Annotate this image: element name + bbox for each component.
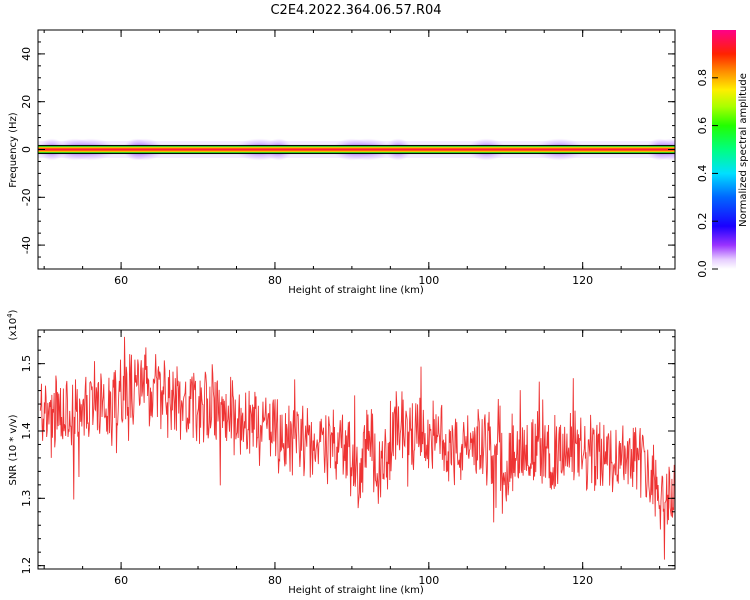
snr-ytick-label: 1.3 <box>20 490 33 508</box>
snr-scale-factor: (x104) <box>6 309 19 340</box>
snr-xtick-label: 60 <box>114 574 128 587</box>
spectrogram-ytick-label: -20 <box>20 188 33 206</box>
snr-ytick-label: 1.2 <box>20 557 33 575</box>
snr-xtick-label: 80 <box>268 574 282 587</box>
colorbar-tick-label: 0.6 <box>696 117 709 135</box>
spectrogram-panel: 60 80 100 120 -40 -20 0 20 40 Height of straight… <box>8 29 676 296</box>
snr-scale-close: ) <box>8 309 19 313</box>
snr-frame <box>37 329 676 570</box>
spectrogram-ytick-label: 20 <box>20 95 33 109</box>
colorbar-tick-label: 0.2 <box>696 212 709 230</box>
colorbar-tick-label: 0.0 <box>696 260 709 278</box>
colorbar: 0.0 0.2 0.4 0.6 0.8 Normalized spectral ampl… <box>696 30 749 278</box>
snr-x-label: Height of straight line (km) <box>288 585 424 596</box>
snr-ytick-label: 1.5 <box>20 355 33 373</box>
spectrogram-xtick-label: 100 <box>418 274 439 287</box>
snr-ytick-label: 1.4 <box>20 422 33 440</box>
snr-ticks: 60 80 100 120 1.2 1.3 1.4 1.5 <box>20 330 675 587</box>
snr-xtick-label: 120 <box>572 574 593 587</box>
snr-y-label: SNR (10 * v/v) <box>8 414 19 485</box>
spectrogram-xtick-label: 80 <box>268 274 282 287</box>
spectrogram-plot-area <box>38 138 675 161</box>
spectrogram-y-label: Frequency (Hz) <box>8 112 19 188</box>
spectrogram-xtick-label: 120 <box>572 274 593 287</box>
spectrogram-ytick-label: -40 <box>20 236 33 254</box>
colorbar-gradient <box>712 30 736 269</box>
snr-scale-exponent: 4 <box>6 313 14 318</box>
spectrogram-xtick-label: 60 <box>114 274 128 287</box>
spectrogram-band <box>38 148 675 151</box>
snr-panel: 60 80 100 120 1.2 1.3 1.4 1.5 Height of straigh… <box>6 309 676 596</box>
figure-title: C2E4.2022.364.06.57.R04 <box>270 3 441 18</box>
snr-line <box>39 336 675 560</box>
colorbar-tick-label: 0.8 <box>696 69 709 87</box>
colorbar-label: Normalized spectral amplitude <box>738 73 749 227</box>
spectrogram-ytick-label: 40 <box>20 47 33 61</box>
spectrogram-ticks: 60 80 100 120 -40 -20 0 20 40 <box>20 29 675 287</box>
spectrogram-ytick-label: 0 <box>20 146 33 153</box>
snr-scale-text: (x10 <box>8 318 19 341</box>
spectrogram-x-label: Height of straight line (km) <box>288 285 424 296</box>
snr-xtick-label: 100 <box>418 574 439 587</box>
colorbar-ticks: 0.0 0.2 0.4 0.6 0.8 <box>696 69 718 278</box>
colorbar-tick-label: 0.4 <box>696 165 709 183</box>
